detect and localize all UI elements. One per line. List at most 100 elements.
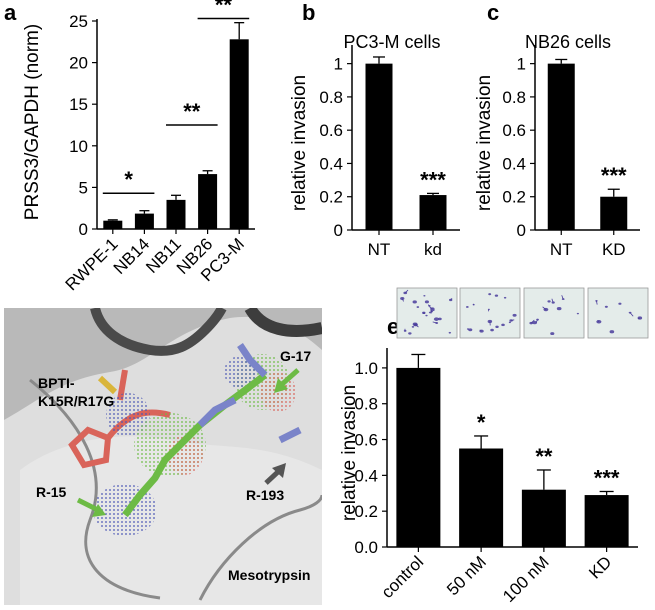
x-tick-label: NB14	[110, 234, 154, 278]
invading-cell	[488, 293, 492, 296]
significance-label: ***	[420, 167, 446, 192]
mesh-blue-3	[224, 356, 256, 388]
invading-cell	[430, 309, 433, 312]
panel-letter-a: a	[4, 0, 17, 25]
invading-cell	[465, 305, 469, 308]
bar	[419, 195, 447, 230]
bar	[166, 199, 186, 229]
invading-cell	[425, 314, 428, 317]
y-tick-label: 0.8	[354, 395, 378, 414]
bar	[103, 220, 123, 229]
significance-label: ***	[594, 465, 620, 490]
y-tick-label: 0	[517, 221, 526, 240]
dark-loop	[90, 308, 227, 356]
mesh-blue-1	[106, 393, 150, 437]
arrow-r15	[76, 497, 100, 513]
y-tick-label: 15	[69, 95, 88, 114]
significance-label: ***	[601, 163, 627, 188]
y-tick-label: 0.2	[319, 188, 343, 207]
invading-cell	[576, 312, 579, 315]
cell-process	[511, 319, 515, 321]
y-tick-label: 0.4	[319, 154, 343, 173]
label-r15: R-15	[36, 484, 67, 500]
significance-label: *	[477, 410, 486, 435]
bar	[365, 63, 393, 230]
chart-title: PC3-M cells	[343, 32, 440, 52]
x-tick-label: KD	[602, 240, 626, 259]
cell-process	[432, 321, 437, 324]
invading-cell	[490, 328, 494, 332]
cell-process	[530, 319, 535, 324]
micrograph-frame	[523, 287, 585, 339]
x-tick-label: control	[378, 552, 428, 602]
chart-a: 0510152025RWPE-1NB14NB11NB26PC3-M*****PR…	[22, 0, 255, 294]
y-tick-label: 0.4	[354, 466, 378, 485]
y-tick-label: 25	[69, 12, 88, 31]
arrow-r193-head	[272, 463, 286, 478]
proline-ring	[68, 426, 112, 469]
invading-cell	[408, 332, 412, 335]
y-tick-label: 0.6	[354, 431, 378, 450]
invading-cell	[556, 306, 562, 311]
bar	[521, 489, 566, 547]
panel-letter-b: b	[302, 0, 315, 25]
chart-c: 0 0.2 0.4 0.6 0.8 1 NT KD *** relative invasion NB…	[474, 32, 640, 259]
y-tick-label: 10	[69, 137, 88, 156]
micrograph-frame	[587, 287, 649, 339]
invading-cell	[468, 328, 473, 332]
x-tick-label: NT	[368, 240, 391, 259]
invading-cell	[501, 323, 505, 327]
invading-cell	[508, 321, 511, 324]
bar	[396, 367, 441, 547]
panel-letter-c: c	[487, 0, 499, 25]
y-tick-label: 20	[69, 54, 88, 73]
invading-cell	[487, 308, 490, 311]
invading-cell	[550, 332, 555, 336]
dark-loop-2	[244, 308, 322, 337]
cell-process	[479, 329, 482, 332]
blue-sticks	[197, 343, 302, 444]
bar	[547, 63, 575, 230]
y-tick-label: 0.2	[502, 188, 526, 207]
cell-process	[542, 306, 547, 310]
y-tick-label: 0.8	[502, 88, 526, 107]
invading-cell	[448, 331, 452, 334]
cell-process	[401, 298, 404, 302]
arrow-r15-head	[92, 504, 106, 517]
structure-panel: BPTI- K15R/R17G G-17 R-15 R-193 Mesotryp…	[4, 308, 322, 605]
y-tick-label: 0.2	[354, 502, 378, 521]
cell-process	[637, 317, 640, 320]
y-tick-label: 0	[79, 220, 88, 239]
invading-cell	[547, 300, 551, 303]
chart-title: NB26 cells	[525, 32, 611, 52]
cell-process	[450, 297, 453, 301]
cell-process	[429, 306, 433, 310]
label-mesotrypsin: Mesotrypsin	[228, 567, 310, 583]
invading-cell	[424, 300, 429, 304]
y-axis-title: PRSS3/GAPDH (norm)	[22, 24, 43, 220]
bar	[584, 495, 629, 547]
invading-cell	[411, 325, 415, 328]
arrow-g17	[278, 368, 300, 388]
y-tick-label: 0.8	[319, 88, 343, 107]
significance-label: **	[183, 99, 201, 124]
y-tick-label: 0.6	[502, 121, 526, 140]
micrograph-strip	[396, 287, 649, 339]
invading-cell	[495, 325, 499, 329]
invading-cell	[412, 300, 417, 304]
cell-process	[427, 304, 430, 307]
invading-cell	[494, 294, 499, 297]
bar	[198, 174, 218, 229]
label-bpti-mutation: K15R/R17G	[38, 393, 114, 409]
yellow-bond	[97, 375, 118, 395]
bar	[600, 196, 628, 230]
ribbon-1	[29, 378, 161, 600]
cell-process	[597, 320, 600, 323]
invading-cell	[609, 330, 615, 334]
invading-cell	[437, 317, 442, 321]
cell-process	[551, 298, 554, 303]
micrograph-frame	[396, 287, 458, 339]
x-tick-label: kd	[424, 240, 442, 259]
